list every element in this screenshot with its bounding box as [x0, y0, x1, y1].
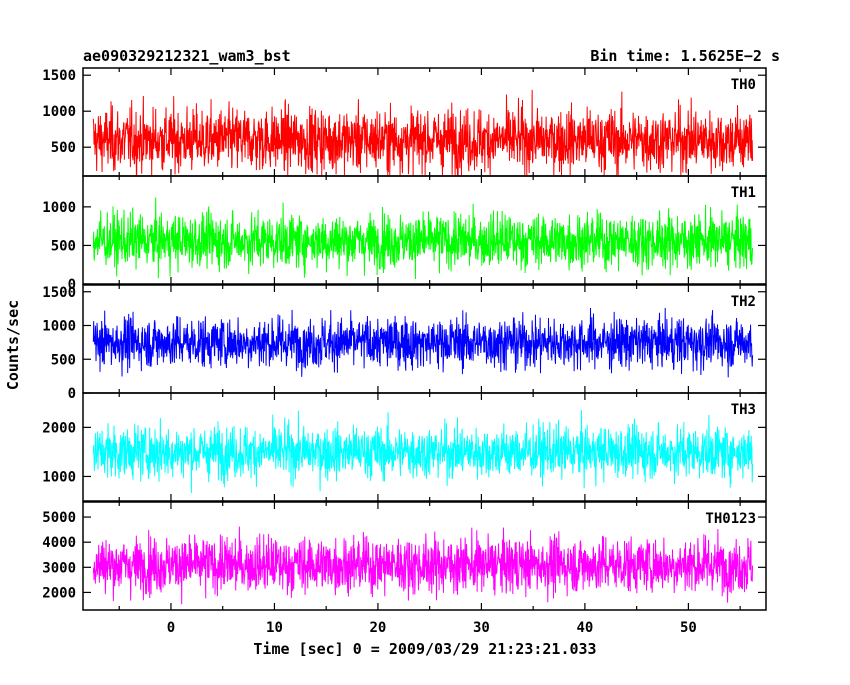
- x-tick-label-50: 50: [680, 620, 697, 636]
- x-axis-label: Time [sec] 0 = 2009/03/29 21:23:21.033: [253, 640, 596, 658]
- panel-label-th0123: TH0123: [705, 511, 756, 527]
- y-tick-label-th1-1000: 1000: [42, 200, 76, 216]
- y-tick-label-th3-2000: 2000: [42, 420, 76, 436]
- panel-frame-th1: [82, 175, 767, 285]
- y-tick-label-th0-1000: 1000: [42, 104, 76, 120]
- y-tick-label-th0123-2000: 2000: [42, 585, 76, 601]
- panel-label-th1: TH1: [731, 185, 756, 201]
- panels: 50010001500TH005001000TH1050010001500TH2…: [42, 67, 767, 636]
- series-line-th1: [92, 197, 754, 280]
- y-tick-label-th0-500: 500: [51, 140, 76, 156]
- y-tick-label-th1-0: 0: [68, 277, 76, 293]
- y-tick-label-th1-500: 500: [51, 238, 76, 254]
- y-tick-label-th0-1500: 1500: [42, 68, 76, 84]
- x-tick-label-0: 0: [167, 620, 175, 636]
- series-line-th3: [92, 410, 754, 494]
- x-tick-label-40: 40: [576, 620, 593, 636]
- panel-label-th3: TH3: [731, 402, 756, 418]
- x-tick-label-10: 10: [266, 620, 283, 636]
- y-tick-label-th2-1000: 1000: [42, 319, 76, 335]
- panel-frame-th0123: [82, 501, 767, 611]
- y-tick-label-th0123-3000: 3000: [42, 560, 76, 576]
- panel-frame-th3: [82, 392, 767, 502]
- panel-label-th0: TH0: [731, 77, 756, 93]
- series-line-th0123: [92, 526, 754, 605]
- panel-label-th2: TH2: [731, 294, 756, 310]
- series-line-th2: [92, 307, 754, 378]
- y-tick-label-th0123-4000: 4000: [42, 535, 76, 551]
- series-line-th0: [92, 89, 754, 176]
- bin-time-label: Bin time: 1.5625E−2 s: [590, 47, 780, 65]
- y-axis-label: Counts/sec: [4, 300, 22, 390]
- y-tick-label-th2-500: 500: [51, 352, 76, 368]
- x-tick-label-20: 20: [370, 620, 387, 636]
- y-tick-label-th2-0: 0: [68, 386, 76, 402]
- y-tick-label-th2-1500: 1500: [42, 285, 76, 301]
- chart-title: ae090329212321_wam3_bst: [83, 47, 291, 65]
- y-tick-label-th0123-5000: 5000: [42, 510, 76, 526]
- x-tick-label-30: 30: [473, 620, 490, 636]
- y-tick-label-th3-1000: 1000: [42, 469, 76, 485]
